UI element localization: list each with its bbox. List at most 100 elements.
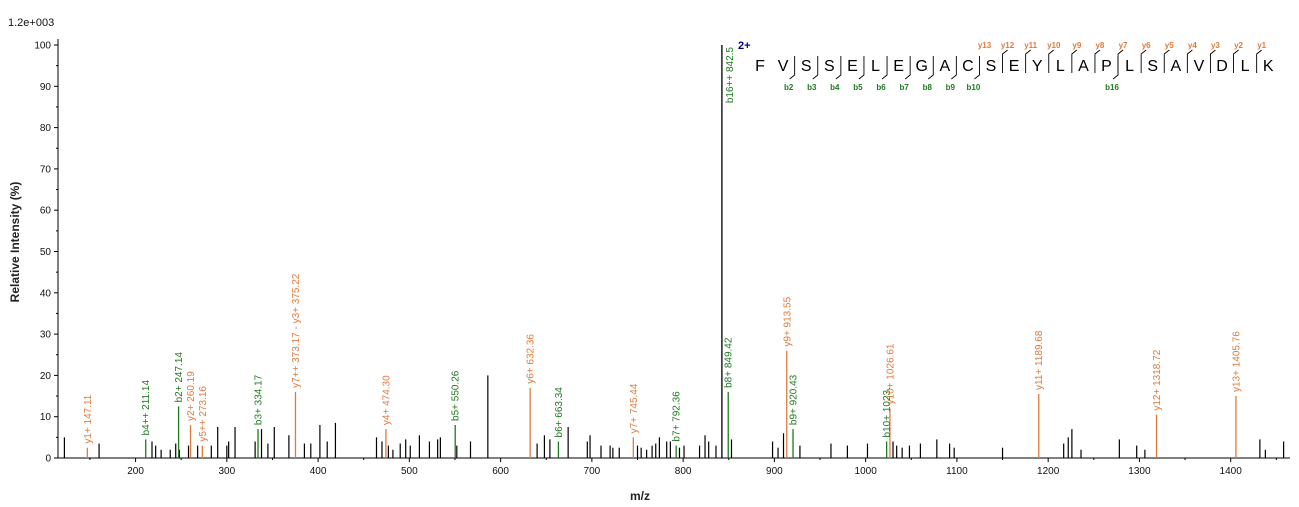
sequence-residue: F xyxy=(755,58,765,75)
x-tick-label: 1000 xyxy=(855,466,878,477)
x-tick-label: 1300 xyxy=(1128,466,1151,477)
x-tick-label: 500 xyxy=(401,466,418,477)
x-tick-label: 900 xyxy=(766,466,783,477)
b-ion-label: b7+ 792.36 xyxy=(672,391,683,442)
sequence-residue: E xyxy=(847,58,858,75)
sequence-residue: E xyxy=(1009,58,1020,75)
y-ion-label: y12+ 1318.72 xyxy=(1152,349,1163,410)
y-ion-sequence-label: y5 xyxy=(1165,41,1174,50)
y-ion-label: y5++ 273.16 xyxy=(198,386,209,442)
y-ion-label: y13+ 1405.76 xyxy=(1231,331,1242,392)
x-tick-label: 200 xyxy=(127,466,144,477)
charge-state-label: 2+ xyxy=(738,40,751,52)
b-ion-sequence-label: b2 xyxy=(784,83,794,92)
b-ion-sequence-label: b3 xyxy=(807,83,817,92)
b-ion-sequence-label: b16 xyxy=(1105,83,1119,92)
sequence-residue: S xyxy=(824,58,835,75)
y-ion-bracket xyxy=(1140,49,1147,73)
y-ion-sequence-label: y12 xyxy=(1001,41,1015,50)
b-ion-bracket xyxy=(974,56,980,80)
b-ion-bracket xyxy=(951,56,957,80)
b-ion-bracket xyxy=(812,56,819,80)
intensity-scale-label: 1.2e+003 xyxy=(8,17,54,29)
sequence-residue: P xyxy=(1101,58,1112,75)
b-ion-label: b9+ 920.43 xyxy=(789,374,800,425)
y-ion-bracket xyxy=(1186,49,1193,73)
y-tick-label: 20 xyxy=(40,371,52,382)
y-tick-label: 90 xyxy=(40,82,52,93)
y-tick-label: 60 xyxy=(40,206,52,217)
y-tick-label: 30 xyxy=(40,330,52,341)
sequence-residue: A xyxy=(1170,58,1181,75)
y-ion-label: y7+ 745.44 xyxy=(629,383,640,433)
y-ion-bracket xyxy=(1117,49,1124,73)
sequence-residue: S xyxy=(986,58,997,75)
peptide-sequence-annotation: 2+F V S S E L E G A C S E Y L A P L S A V D L Kb2 b3 b4 b5 b6 b7 b8 b… xyxy=(738,40,1274,92)
b-ion-label: b3+ 334.17 xyxy=(254,374,265,425)
y-ion-bracket xyxy=(1209,49,1216,73)
y-ion-sequence-label: y13 xyxy=(978,41,992,50)
sequence-residue: L xyxy=(871,58,880,75)
y-ion-sequence-label: y3 xyxy=(1211,41,1220,50)
b-ion-label: b8+ 849.42 xyxy=(724,337,735,388)
y-ion-label: y2+ 260.19 xyxy=(186,371,197,421)
y-ion-bracket xyxy=(1048,49,1055,73)
y-ion-bracket xyxy=(1233,49,1239,73)
sequence-residue: D xyxy=(1216,58,1228,75)
b-ion-bracket xyxy=(927,56,934,80)
chart-axes: 200 300 400 500 600 700 800 900 1000 1100 1200 1300… xyxy=(34,39,1290,477)
sequence-residue: K xyxy=(1263,58,1274,75)
b-ion-label: b6+ 663.34 xyxy=(554,387,565,438)
y-ion-sequence-label: y11 xyxy=(1024,41,1037,50)
y-ion-bracket xyxy=(1002,49,1008,73)
b-ion-sequence-label: b7 xyxy=(899,83,909,92)
b-ion-sequence-label: b4 xyxy=(830,83,840,92)
y-ion-bracket xyxy=(1163,49,1170,73)
b-ion-sequence-label: b8 xyxy=(923,83,933,92)
y-ion-sequence-label: y6 xyxy=(1142,41,1151,50)
y-ion-sequence-label: y10 xyxy=(1047,41,1061,50)
y-ion-sequence-label: y9 xyxy=(1072,41,1081,50)
y-ion-label: y1+ 147.11 xyxy=(83,394,94,443)
y-ion-sequence-label: y8 xyxy=(1095,41,1104,50)
y-ion-bracket xyxy=(1025,49,1031,73)
b-ion-bracket xyxy=(1112,56,1119,80)
y-tick-label: 100 xyxy=(34,41,51,52)
x-tick-label: 300 xyxy=(218,466,235,477)
y-ion-label: y9+ 913.55 xyxy=(782,296,793,346)
y-ion-label: y4+ 474.30 xyxy=(381,375,392,425)
spectrum-peaks xyxy=(63,45,1285,458)
sequence-residue: S xyxy=(1147,58,1158,75)
b-ion-label: b10+ 1023. xyxy=(882,387,893,437)
b-ion-sequence-label: b10 xyxy=(967,83,981,92)
y-ion-label: y7++ 373.17 - y3+ 375.22 xyxy=(291,273,302,388)
y-ion-label: y6+ 632.36 xyxy=(526,334,537,384)
x-tick-label: 1200 xyxy=(1037,466,1060,477)
sequence-residue: V xyxy=(1194,58,1205,75)
y-tick-label: 0 xyxy=(45,454,51,465)
sequence-residue: L xyxy=(1241,58,1250,75)
y-ion-sequence-label: y4 xyxy=(1188,41,1197,50)
y-ion-bracket xyxy=(1071,49,1078,73)
y-ion-label: y11+ 1189.68 xyxy=(1034,330,1045,390)
x-tick-label: 800 xyxy=(675,466,692,477)
y-tick-label: 80 xyxy=(40,123,52,134)
sequence-residue: C xyxy=(962,58,974,75)
peak-labels: b16++ 842.5 b4++ 211.14 b2+ 247.14 b3+ 334.… xyxy=(83,47,1243,444)
y-ion-sequence-label: y1 xyxy=(1257,41,1266,50)
sequence-residue: L xyxy=(1056,58,1065,75)
y-ion-label: y10+ 1026.61 xyxy=(885,343,896,404)
sequence-residue: S xyxy=(801,58,812,75)
x-tick-label: 700 xyxy=(584,466,601,477)
sequence-residue: L xyxy=(1125,58,1134,75)
y-tick-label: 10 xyxy=(40,412,52,423)
b-ion-sequence-label: b9 xyxy=(946,83,956,92)
x-axis-title: m/z xyxy=(630,489,650,503)
x-tick-label: 1100 xyxy=(946,466,968,477)
y-axis-title: Relative Intensity (%) xyxy=(8,182,22,303)
b-ion-label: b4++ 211.14 xyxy=(141,380,152,436)
sequence-residue: V xyxy=(778,58,789,75)
sequence-residue: Y xyxy=(1032,58,1043,75)
x-tick-label: 1400 xyxy=(1220,466,1243,477)
